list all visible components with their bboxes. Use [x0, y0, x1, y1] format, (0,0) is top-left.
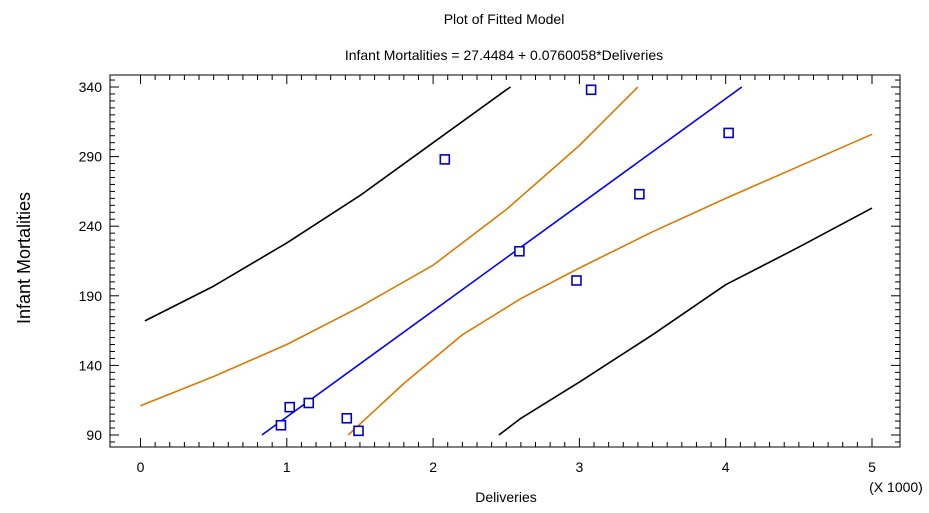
data-point: [284, 401, 296, 413]
lower-prediction-limit-line: [498, 207, 873, 436]
data-point: [341, 412, 353, 424]
x-tick-label: 5: [868, 459, 876, 475]
data-point: [439, 154, 451, 165]
upper-confidence-limit-line: [140, 86, 639, 407]
data-point: [353, 425, 364, 437]
fitted-and-limit-lines: [140, 86, 873, 436]
data-point: [303, 397, 315, 409]
data-point: [275, 419, 287, 431]
axis-ticks: [110, 75, 900, 447]
data-points: [275, 84, 734, 437]
y-tick-label: 190: [79, 288, 103, 304]
chart-subtitle: Infant Mortalities = 27.4484 + 0.0760058…: [345, 47, 663, 63]
y-tick-label: 290: [79, 149, 103, 165]
tick-labels: 0 1 2 3 4 5 90 140 190 240 290 340: [79, 79, 876, 475]
lower-confidence-limit-line: [347, 133, 873, 436]
plot-frame: [109, 74, 901, 448]
x-tick-label: 4: [722, 459, 730, 475]
chart-title: Plot of Fitted Model: [444, 11, 565, 27]
x-tick-label: 1: [283, 459, 291, 475]
y-tick-label: 240: [79, 218, 103, 234]
y-tick-label: 90: [86, 427, 102, 443]
upper-prediction-limit-line: [144, 86, 512, 322]
data-point: [514, 245, 525, 257]
x-tick-label: 2: [429, 459, 437, 475]
data-point: [723, 127, 734, 139]
data-point: [571, 275, 582, 286]
y-tick-label: 140: [79, 357, 103, 373]
data-point: [585, 84, 597, 96]
y-tick-label: 340: [79, 79, 103, 95]
x-axis-label: Deliveries: [475, 489, 536, 505]
x-multiplier-label: (X 1000): [869, 479, 923, 495]
y-axis-label: Infant Mortalities: [14, 192, 34, 324]
fitted-regression-line: [261, 86, 743, 436]
x-tick-label: 3: [576, 459, 584, 475]
data-point: [634, 188, 645, 200]
x-tick-label: 0: [137, 459, 145, 475]
